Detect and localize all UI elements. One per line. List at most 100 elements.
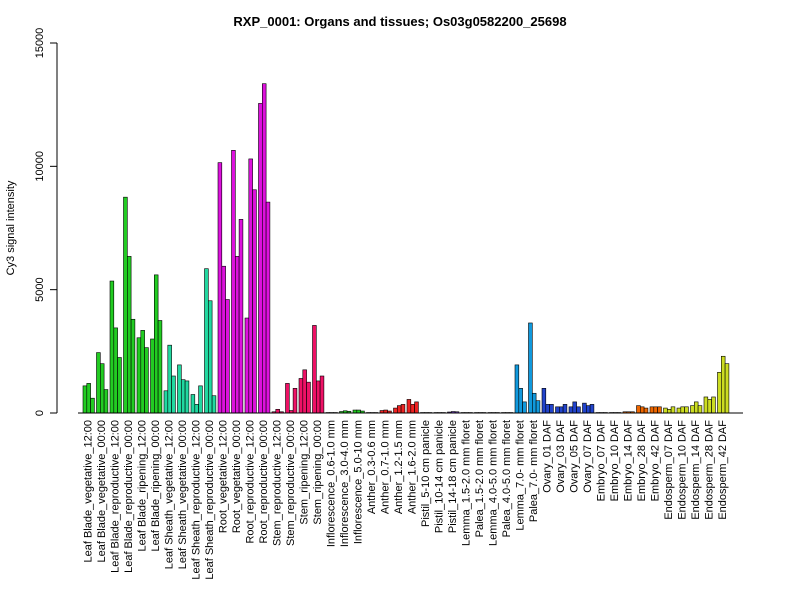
bar: [531, 392, 537, 414]
bar: [414, 401, 419, 414]
bar: [150, 338, 155, 414]
x-tick-label: Endosperm_07 DAF: [663, 420, 675, 520]
x-tick-label: Pistil_5-10 cm panicle: [420, 420, 432, 527]
bar: [109, 280, 115, 414]
bar: [558, 406, 564, 414]
x-tick-label: Embryo_10 DAF: [609, 420, 621, 502]
bar: [576, 406, 581, 414]
bar: [639, 406, 645, 414]
bar: [400, 404, 406, 414]
bar: [657, 406, 662, 414]
bar: [285, 383, 290, 414]
bar: [535, 400, 541, 414]
bar: [410, 404, 415, 414]
bar: [194, 404, 199, 414]
bar: [703, 396, 709, 414]
bar: [707, 399, 712, 414]
bar: [261, 83, 267, 414]
x-tick-label: Inflorescence_3.0-4.0 mm: [339, 420, 351, 547]
bar: [252, 189, 257, 414]
bar: [306, 381, 311, 414]
bar: [684, 406, 689, 414]
bar: [636, 405, 641, 414]
bar: [190, 394, 196, 414]
x-tick-label: Endosperm_42 DAF: [717, 420, 729, 520]
bar: [127, 256, 132, 414]
x-tick-label: Embryo_07 DAF: [596, 420, 608, 502]
x-tick-label: Leaf Blade_vegetative_12:00: [83, 420, 95, 563]
bar: [184, 380, 190, 414]
bar: [157, 320, 163, 414]
bar: [572, 401, 577, 414]
bar: [265, 201, 271, 414]
bar: [663, 407, 668, 414]
bar: [177, 364, 182, 414]
bar: [221, 265, 226, 414]
bar: [653, 406, 658, 414]
x-tick-label: Stem_reproductive_12:00: [272, 420, 284, 546]
x-tick-label: Lemma_1.5-2.0 mm floret: [461, 420, 473, 546]
bar: [117, 357, 122, 414]
bar: [693, 401, 699, 414]
bar: [298, 378, 304, 414]
x-tick-label: Root_reproductive_00:00: [258, 420, 270, 544]
bar: [235, 256, 240, 414]
bar: [248, 158, 253, 414]
bar: [171, 375, 176, 414]
x-tick-label: Root_reproductive_12:00: [245, 420, 257, 544]
bar: [690, 405, 695, 414]
bar: [244, 317, 250, 414]
x-tick-label: Palea_7.0- mm floret: [528, 420, 540, 522]
bar: [163, 390, 169, 414]
bar: [123, 196, 128, 414]
x-tick-label: Lemma_7.0- mm floret: [515, 420, 527, 531]
bar: [518, 388, 523, 414]
x-tick-label: Leaf Sheath_reproductive_00:00: [204, 420, 216, 580]
x-tick-label: Root_vegetative_00:00: [231, 420, 243, 533]
y-axis-label: Cy3 signal intensity: [5, 180, 17, 275]
bar: [666, 408, 672, 414]
bar: [406, 399, 412, 414]
bar: [258, 103, 263, 414]
x-tick-label: Leaf Sheath_vegetative_12:00: [164, 420, 176, 569]
x-tick-label: Leaf Blade_ripening_12:00: [137, 420, 149, 552]
bar: [154, 274, 159, 414]
x-tick-label: Leaf Sheath_vegetative_00:00: [177, 420, 189, 569]
x-tick-label: Embryo_42 DAF: [650, 420, 662, 502]
x-tick-label: Endosperm_14 DAF: [690, 420, 702, 520]
x-tick-label: Anther_1.6-2.0 mm: [407, 420, 419, 514]
x-tick-label: Anther_1.2-1.5 mm: [393, 420, 405, 514]
bar: [549, 404, 554, 414]
bar: [568, 406, 574, 414]
bar: [720, 355, 726, 414]
x-tick-label: Endosperm_10 DAF: [677, 420, 689, 520]
bar: [676, 407, 682, 414]
bar: [130, 318, 136, 414]
bar: [275, 408, 280, 414]
y-tick-label: 5000: [34, 277, 46, 301]
bar: [724, 363, 730, 414]
x-tick-labels: Leaf Blade_vegetative_12:00 Leaf Blade_ve…: [83, 420, 730, 580]
bar: [697, 405, 703, 414]
bar: [528, 322, 533, 414]
bar: [545, 404, 550, 414]
bar: [649, 406, 655, 414]
x-tick-label: Ovary_05 DAF: [569, 420, 581, 493]
x-tick-label: Embryo_14 DAF: [623, 420, 635, 502]
x-tick-label: Leaf Blade_reproductive_00:00: [123, 420, 135, 573]
bar: [292, 388, 298, 414]
x-tick-label: Anther_0.7-1.0 mm: [380, 420, 392, 514]
bar: [319, 375, 325, 414]
bar: [541, 388, 547, 414]
y-axis: 0 5000 10000 15000: [34, 28, 58, 416]
x-tick-label: Inflorescence_0.6-1.0 mm: [326, 420, 338, 547]
x-tick-label: Root_vegetative_12:00: [218, 420, 230, 533]
bar: [136, 337, 142, 414]
x-tick-label: Inflorescence_5.0-10 mm: [353, 420, 365, 544]
bar: [211, 395, 217, 414]
bar: [315, 380, 321, 414]
bar: [238, 219, 244, 414]
bar: [140, 330, 145, 414]
bar: [302, 369, 307, 414]
